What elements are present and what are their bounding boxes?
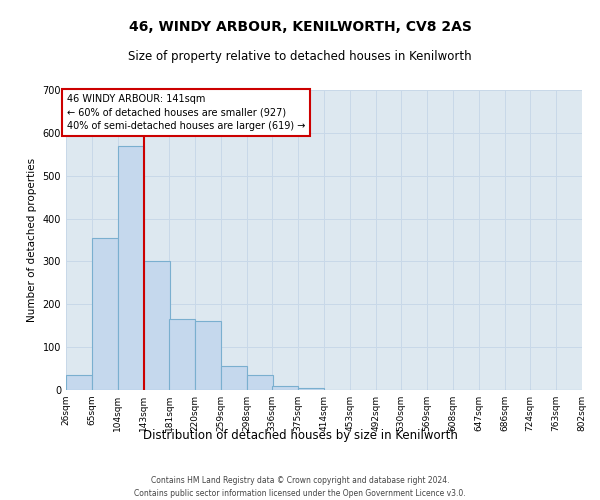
Bar xyxy=(221,366,247,390)
Bar xyxy=(169,320,195,390)
Y-axis label: Number of detached properties: Number of detached properties xyxy=(27,158,37,322)
Bar xyxy=(272,386,298,390)
Text: Size of property relative to detached houses in Kenilworth: Size of property relative to detached ho… xyxy=(128,50,472,63)
Text: 46 WINDY ARBOUR: 141sqm
← 60% of detached houses are smaller (927)
40% of semi-d: 46 WINDY ARBOUR: 141sqm ← 60% of detache… xyxy=(67,94,305,130)
Bar xyxy=(247,375,273,390)
Bar xyxy=(118,146,144,390)
Text: Distribution of detached houses by size in Kenilworth: Distribution of detached houses by size … xyxy=(143,428,457,442)
Bar xyxy=(298,388,324,390)
Bar xyxy=(66,375,92,390)
Text: 46, WINDY ARBOUR, KENILWORTH, CV8 2AS: 46, WINDY ARBOUR, KENILWORTH, CV8 2AS xyxy=(128,20,472,34)
Bar xyxy=(92,238,118,390)
Bar xyxy=(144,262,170,390)
Bar xyxy=(195,322,221,390)
Text: Contains HM Land Registry data © Crown copyright and database right 2024.
Contai: Contains HM Land Registry data © Crown c… xyxy=(134,476,466,498)
